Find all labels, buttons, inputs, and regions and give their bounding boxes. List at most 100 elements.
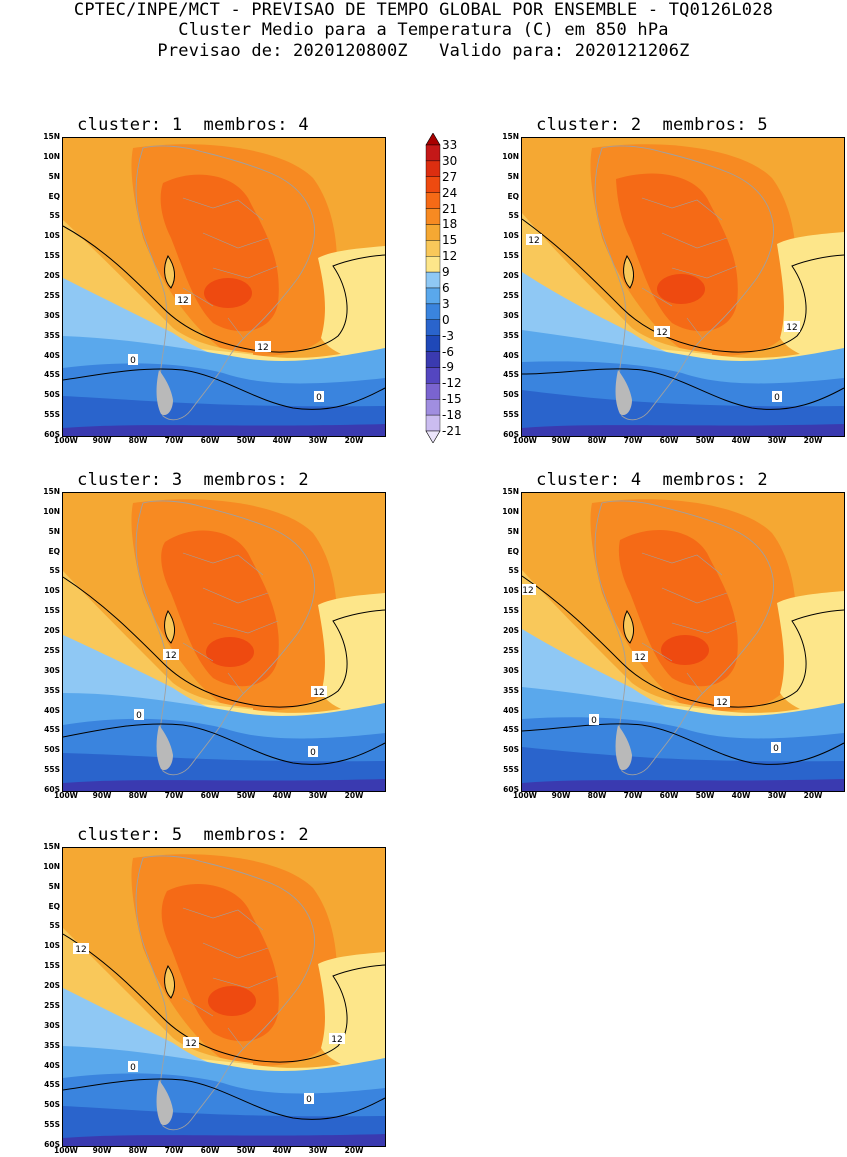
latitude-tick-label: 40S bbox=[503, 705, 519, 715]
colorbar-tick-label: -18 bbox=[442, 408, 462, 423]
contour-label: 12 bbox=[528, 236, 539, 246]
latitude-tick-label: 25S bbox=[44, 1000, 60, 1010]
latitude-tick-label: 30S bbox=[44, 310, 60, 320]
longitude-tick-label: 100W bbox=[54, 791, 78, 800]
longitude-tick-label: 50W bbox=[236, 1146, 256, 1155]
map-canvas: 12 12 12 0 0 bbox=[63, 848, 385, 1146]
longitude-tick-label: 80W bbox=[128, 791, 148, 800]
longitude-tick-label: 20W bbox=[344, 1146, 364, 1155]
contour-label: 0 bbox=[591, 716, 597, 726]
latitude-tick-label: 25S bbox=[44, 645, 60, 655]
contour-label: 0 bbox=[773, 744, 779, 754]
longitude-tick-label: 30W bbox=[308, 436, 328, 445]
figure-subtitle: Cluster Medio para a Temperatura (C) em … bbox=[178, 20, 669, 40]
latitude-tick-label: 15S bbox=[503, 606, 519, 616]
contour-label: 0 bbox=[130, 356, 136, 366]
longitude-tick-label: 70W bbox=[164, 791, 184, 800]
latitude-tick-label: 40S bbox=[44, 1060, 60, 1070]
contour-label: 12 bbox=[185, 1039, 196, 1049]
latitude-tick-label: 20S bbox=[44, 271, 60, 281]
colorbar-segment bbox=[425, 319, 441, 336]
latitude-tick-label: 20S bbox=[44, 981, 60, 991]
latitude-tick-label: EQ bbox=[48, 191, 61, 201]
longitude-tick-label: 100W bbox=[54, 1146, 78, 1155]
temperature-map: 12 12 0 0 bbox=[62, 492, 386, 792]
longitude-tick-label: 60W bbox=[200, 436, 220, 445]
colorbar-segment bbox=[425, 176, 441, 193]
longitude-tick-label: 50W bbox=[695, 791, 715, 800]
panel-title: cluster: 2 membros: 5 bbox=[536, 115, 768, 135]
latitude-tick-label: 15N bbox=[502, 132, 519, 141]
map-canvas: 12 12 0 0 bbox=[63, 138, 385, 436]
map-canvas: 12 12 12 0 bbox=[522, 138, 844, 436]
latitude-tick-label: 20S bbox=[503, 626, 519, 636]
latitude-tick-label: 50S bbox=[503, 390, 519, 400]
longitude-tick-label: 80W bbox=[587, 791, 607, 800]
latitude-tick-label: 45S bbox=[44, 1080, 60, 1090]
longitude-tick-label: 30W bbox=[308, 791, 328, 800]
temperature-map: 12 12 12 0 0 bbox=[521, 492, 845, 792]
latitude-tick-label: 15N bbox=[43, 132, 60, 141]
longitude-tick-label: 60W bbox=[200, 791, 220, 800]
longitude-tick-label: 90W bbox=[92, 436, 112, 445]
latitude-tick-label: 5N bbox=[507, 526, 520, 536]
colorbar-tick-label: 9 bbox=[442, 265, 450, 280]
longitude-tick-label: 70W bbox=[164, 436, 184, 445]
map-canvas: 12 12 0 0 bbox=[63, 493, 385, 791]
map-panel-cluster-5: cluster: 5 membros: 2 12 12 12 0 0 15N 10N 5N EQ… bbox=[0, 825, 386, 1155]
temperature-map: 12 12 0 0 bbox=[62, 137, 386, 437]
longitude-tick-label: 20W bbox=[803, 791, 823, 800]
longitude-tick-label: 90W bbox=[92, 791, 112, 800]
latitude-tick-label: 50S bbox=[44, 390, 60, 400]
latitude-tick-label: 55S bbox=[44, 410, 60, 420]
latitude-tick-label: 10N bbox=[43, 506, 60, 516]
latitude-tick-label: 35S bbox=[503, 330, 519, 340]
colorbar-segment bbox=[425, 208, 441, 225]
colorbar-tick-label: -3 bbox=[442, 328, 454, 343]
contour-label: 12 bbox=[331, 1035, 342, 1045]
latitude-tick-label: 20S bbox=[503, 271, 519, 281]
latitude-tick-label: 10N bbox=[502, 151, 519, 161]
map-panel-cluster-2: cluster: 2 membros: 5 12 12 12 0 15N 10N 5N EQ 5… bbox=[459, 115, 845, 445]
longitude-tick-label: 50W bbox=[236, 436, 256, 445]
colorbar-tick-label: 30 bbox=[442, 153, 458, 168]
latitude-tick-label: 5S bbox=[49, 921, 60, 931]
contour-label: 12 bbox=[634, 653, 645, 663]
colorbar-tick-label: -6 bbox=[442, 344, 454, 359]
latitude-tick-label: 30S bbox=[44, 665, 60, 675]
latitude-tick-label: 15S bbox=[44, 606, 60, 616]
latitude-tick-label: 10N bbox=[43, 861, 60, 871]
latitude-tick-label: EQ bbox=[507, 191, 520, 201]
latitude-tick-label: 40S bbox=[44, 705, 60, 715]
colorbar-segment bbox=[425, 351, 441, 368]
latitude-tick-label: 35S bbox=[503, 685, 519, 695]
colorbar-segment bbox=[425, 287, 441, 305]
forecast-dates: Previsao de: 2020120800Z Valido para: 20… bbox=[157, 41, 690, 61]
panel-title: cluster: 3 membros: 2 bbox=[77, 470, 309, 490]
longitude-tick-label: 90W bbox=[551, 791, 571, 800]
colorbar-tick-label: 6 bbox=[442, 281, 450, 295]
map-panel-cluster-3: cluster: 3 membros: 2 12 12 0 0 15N 10N 5N EQ 5S… bbox=[0, 470, 386, 800]
contour-label: 0 bbox=[136, 711, 142, 721]
latitude-tick-label: 25S bbox=[44, 290, 60, 300]
contour-label: 12 bbox=[165, 651, 176, 661]
latitude-tick-label: 15S bbox=[44, 251, 60, 261]
longitude-tick-label: 40W bbox=[731, 436, 751, 445]
latitude-tick-label: 45S bbox=[503, 370, 519, 380]
colorbar-segment bbox=[425, 144, 441, 162]
latitude-tick-label: EQ bbox=[48, 901, 61, 911]
map-panel-cluster-1: cluster: 1 membros: 4 12 12 0 0 15N 10N 5N EQ 5S… bbox=[0, 115, 386, 445]
contour-label: 12 bbox=[522, 586, 533, 596]
colorbar-tick-label: -12 bbox=[442, 376, 462, 391]
longitude-tick-label: 30W bbox=[767, 791, 787, 800]
latitude-tick-label: 60S bbox=[44, 430, 60, 439]
longitude-tick-label: 20W bbox=[344, 791, 364, 800]
panel-title: cluster: 5 membros: 2 bbox=[77, 825, 309, 845]
latitude-tick-label: 35S bbox=[44, 1040, 60, 1050]
longitude-tick-label: 20W bbox=[344, 436, 364, 445]
contour-label: 12 bbox=[656, 328, 667, 338]
longitude-tick-label: 100W bbox=[513, 436, 537, 445]
longitude-tick-label: 70W bbox=[164, 1146, 184, 1155]
colorbar-tick-label: -21 bbox=[442, 424, 462, 438]
colorbar-tick-label: 27 bbox=[442, 169, 458, 184]
